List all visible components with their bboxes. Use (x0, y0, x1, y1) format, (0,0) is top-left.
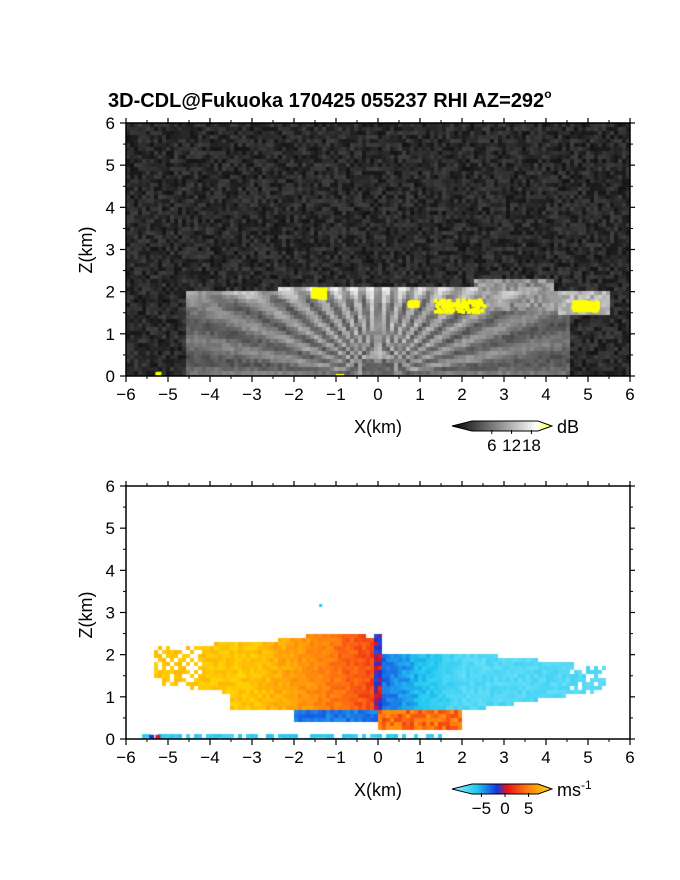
x-tick-label-backscatter: −6 (116, 385, 135, 404)
x-tick-label-backscatter: 0 (373, 385, 382, 404)
x-tick-label-backscatter: −2 (284, 385, 303, 404)
y-tick-label-backscatter: 4 (106, 198, 115, 217)
x-tick-label-velocity: −4 (200, 748, 219, 767)
y-tick-label-velocity: 1 (106, 688, 115, 707)
y-tick-label-backscatter: 5 (106, 156, 115, 175)
x-tick-label-velocity: −3 (242, 748, 261, 767)
x-tick-label-velocity: 6 (625, 748, 634, 767)
chart-title: 3D-CDL@Fukuoka 170425 055237 RHI AZ=292o (108, 87, 552, 112)
colorbar-tick-label-velocity: 0 (500, 799, 509, 818)
colorbar-tick-label-backscatter: 6 (487, 436, 496, 455)
y-tick-label-backscatter: 2 (106, 283, 115, 302)
panel-velocity: −6 −5 −4 −3 −2 −1 0 1 2 3 4 5 6 0 1 2 3 4 5 6 X(km) Z(km) −… (76, 477, 635, 818)
x-tick-label-velocity: 4 (541, 748, 550, 767)
y-tick-label-velocity: 5 (106, 519, 115, 538)
y-tick-label-velocity: 4 (106, 561, 115, 580)
y-tick-label-velocity: 6 (106, 477, 115, 496)
x-tick-label-backscatter: 2 (457, 385, 466, 404)
colorbar-velocity: −5 0 5 ms-1 (451, 778, 592, 818)
x-tick-label-backscatter: −4 (200, 385, 219, 404)
y-tick-label-velocity: 3 (106, 604, 115, 623)
plot-area-velocity (126, 486, 630, 739)
colorbar-tick-label-velocity: −5 (472, 799, 491, 818)
y-axis-label-backscatter: Z(km) (76, 227, 96, 274)
plot-area-backscatter (126, 123, 630, 376)
x-tick-label-backscatter: −5 (158, 385, 177, 404)
y-tick-label-backscatter: 0 (106, 367, 115, 386)
x-tick-label-backscatter: 4 (541, 385, 550, 404)
x-axis-label-velocity: X(km) (354, 780, 402, 800)
x-tick-label-velocity: −6 (116, 748, 135, 767)
x-tick-label-velocity: −5 (158, 748, 177, 767)
x-tick-label-backscatter: 3 (499, 385, 508, 404)
colorbar-tick-label-velocity: 5 (524, 799, 533, 818)
x-tick-label-velocity: 3 (499, 748, 508, 767)
y-axis-label-velocity: Z(km) (76, 592, 96, 639)
x-tick-label-backscatter: −1 (326, 385, 345, 404)
colorbar-unit-backscatter: dB (557, 417, 579, 437)
y-tick-label-backscatter: 6 (106, 114, 115, 133)
x-tick-label-backscatter: 1 (415, 385, 424, 404)
x-tick-label-velocity: 1 (415, 748, 424, 767)
x-tick-label-backscatter: −3 (242, 385, 261, 404)
y-tick-label-velocity: 0 (106, 730, 115, 749)
x-tick-label-backscatter: 5 (583, 385, 592, 404)
x-axis-label-backscatter: X(km) (354, 417, 402, 437)
y-tick-label-velocity: 2 (106, 646, 115, 665)
x-tick-label-velocity: 2 (457, 748, 466, 767)
x-tick-label-velocity: 0 (373, 748, 382, 767)
y-tick-label-backscatter: 3 (106, 241, 115, 260)
x-tick-label-velocity: 5 (583, 748, 592, 767)
colorbar-tick-label-backscatter: 12 (502, 436, 521, 455)
axes-velocity: −6 −5 −4 −3 −2 −1 0 1 2 3 4 5 6 0 1 2 3 4 5 6 (106, 477, 635, 767)
x-tick-label-velocity: −1 (326, 748, 345, 767)
colorbar-tick-label-backscatter: 18 (522, 436, 541, 455)
axes-backscatter: −6 −5 −4 −3 −2 −1 0 1 2 3 4 5 6 0 1 2 3 4 5 6 (106, 114, 635, 404)
x-tick-label-velocity: −2 (284, 748, 303, 767)
colorbar-unit-velocity: ms-1 (557, 778, 592, 800)
colorbar-backscatter: 6 12 18 dB (451, 417, 579, 455)
x-tick-label-backscatter: 6 (625, 385, 634, 404)
y-tick-label-backscatter: 1 (106, 325, 115, 344)
